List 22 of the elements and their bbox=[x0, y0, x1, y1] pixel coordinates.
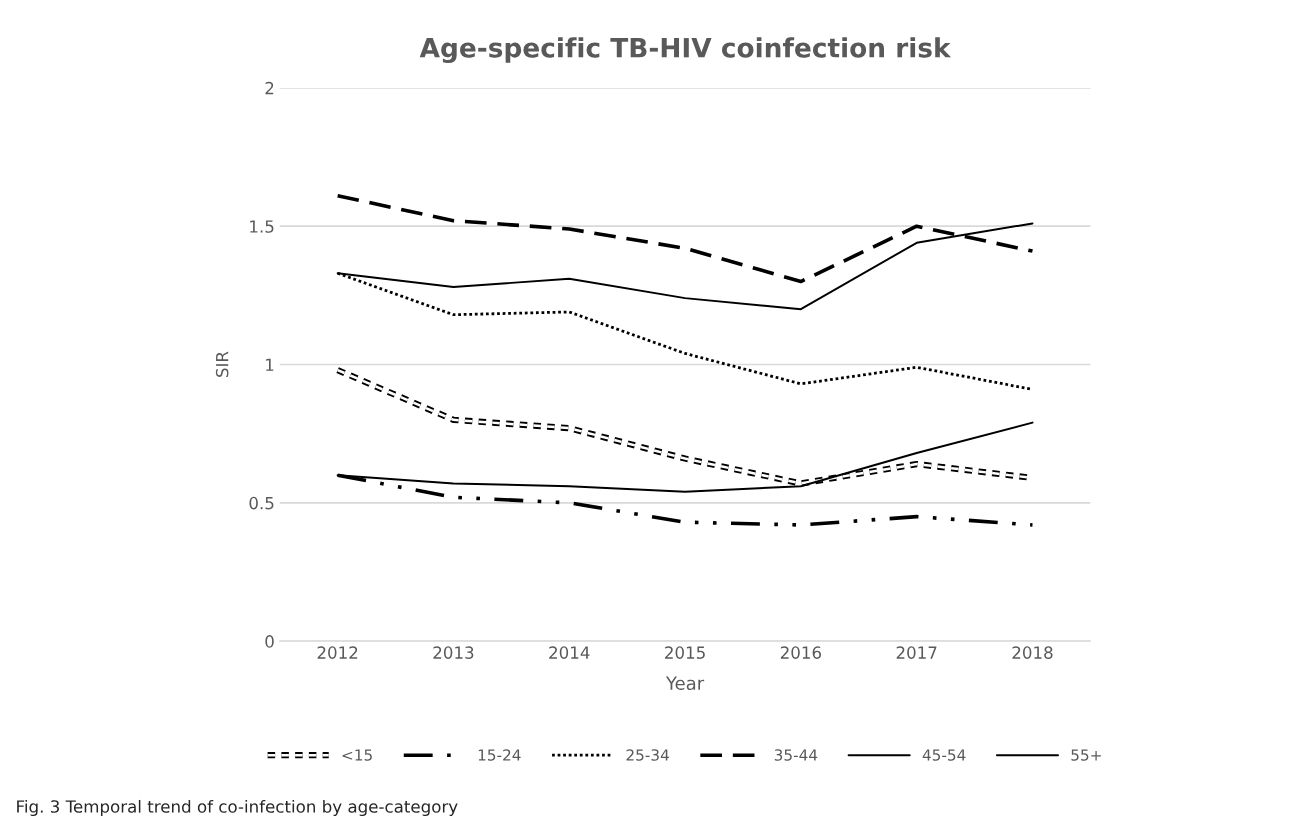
x-tick-label: 2012 bbox=[317, 646, 358, 659]
x-axis-title: Year bbox=[665, 676, 705, 690]
legend-label: <15 bbox=[342, 749, 372, 761]
x-tick-label: 2015 bbox=[665, 646, 705, 659]
x-tick-label: 2016 bbox=[780, 646, 822, 659]
chart-title: Age-specific TB-HIV coinfection risk bbox=[419, 37, 952, 64]
y-tick-label: 0.5 bbox=[249, 496, 274, 510]
legend-label: 45-54 bbox=[922, 749, 966, 761]
y-tick-label: 0 bbox=[265, 635, 274, 648]
caption: Fig. 3 Temporal trend of co-infection by age-category bbox=[17, 799, 458, 817]
y-tick-label: 2 bbox=[265, 81, 274, 95]
x-tick-label: 2014 bbox=[549, 646, 590, 659]
y-tick-label: 1.5 bbox=[250, 220, 274, 233]
legend-label: 15-24 bbox=[478, 749, 521, 761]
y-axis-title: SIR bbox=[215, 351, 229, 377]
legend-label: 35-44 bbox=[774, 749, 818, 761]
x-tick-label: 2013 bbox=[433, 646, 474, 659]
x-tick-label: 2018 bbox=[1012, 646, 1053, 659]
legend-label: 55+ bbox=[1071, 749, 1101, 761]
legend-label: 25-34 bbox=[626, 749, 669, 761]
y-tick-label: 1 bbox=[266, 358, 274, 371]
x-tick-label: 2017 bbox=[896, 646, 937, 659]
